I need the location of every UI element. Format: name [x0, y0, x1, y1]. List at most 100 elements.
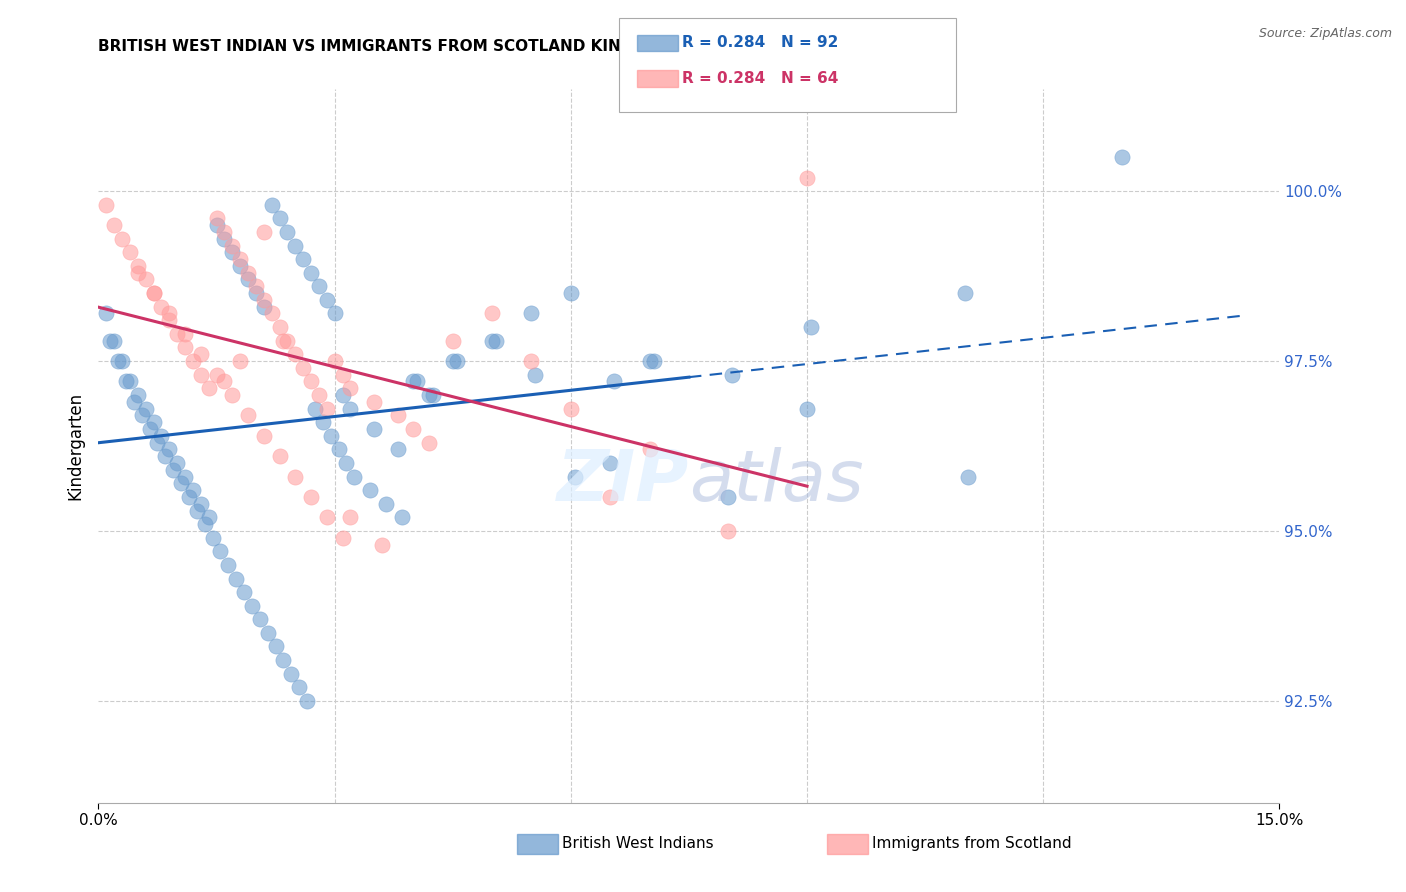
Point [446, 354, 468, 368]
Point [312, 415, 335, 429]
Text: Immigrants from Scotland: Immigrants from Scotland [872, 837, 1071, 851]
Point [162, 463, 184, 477]
Point [520, 306, 543, 320]
Point [142, 415, 165, 429]
Y-axis label: Kindergarten: Kindergarten [66, 392, 84, 500]
Point [115, 375, 138, 389]
Point [96, 306, 118, 320]
Point [800, 320, 823, 334]
Point [127, 388, 149, 402]
Point [387, 409, 409, 423]
Point [481, 306, 503, 320]
Point [332, 388, 354, 402]
Point [520, 354, 543, 368]
Point [214, 232, 236, 246]
Point [225, 572, 247, 586]
Point [299, 490, 322, 504]
Point [209, 544, 232, 558]
Point [273, 653, 295, 667]
Point [308, 279, 330, 293]
Point [205, 218, 228, 232]
Point [253, 225, 276, 239]
Point [796, 170, 818, 185]
Point [276, 225, 298, 239]
Point [599, 490, 621, 504]
Point [288, 680, 311, 694]
Point [146, 435, 169, 450]
Point [643, 354, 665, 368]
Point [190, 347, 212, 361]
Point [280, 666, 302, 681]
Point [315, 510, 337, 524]
Point [170, 476, 193, 491]
Point [406, 375, 429, 389]
Point [127, 259, 149, 273]
Text: ZIP: ZIP [557, 447, 689, 516]
Point [284, 469, 307, 483]
Point [174, 469, 197, 483]
Point [194, 517, 217, 532]
Point [335, 456, 357, 470]
Point [96, 198, 118, 212]
Point [339, 401, 361, 416]
Point [253, 293, 276, 307]
Text: BRITISH WEST INDIAN VS IMMIGRANTS FROM SCOTLAND KINDERGARTEN CORRELATION CHART: BRITISH WEST INDIAN VS IMMIGRANTS FROM S… [98, 38, 912, 54]
Point [638, 442, 661, 457]
Point [186, 503, 208, 517]
Point [564, 469, 586, 483]
Point [273, 334, 295, 348]
Point [323, 354, 346, 368]
Point [402, 422, 425, 436]
Point [371, 537, 394, 551]
Point [796, 401, 818, 416]
Point [103, 218, 125, 232]
Point [221, 238, 243, 252]
Point [221, 388, 243, 402]
Point [205, 368, 228, 382]
Point [418, 435, 440, 450]
Point [253, 300, 276, 314]
Point [190, 368, 212, 382]
Point [299, 375, 322, 389]
Point [221, 245, 243, 260]
Point [240, 599, 263, 613]
Point [205, 211, 228, 226]
Point [717, 490, 740, 504]
Point [269, 449, 291, 463]
Point [157, 306, 180, 320]
Point [233, 585, 256, 599]
Point [214, 375, 236, 389]
Point [174, 341, 197, 355]
Point [295, 694, 318, 708]
Point [111, 354, 134, 368]
Point [157, 442, 180, 457]
Point [339, 381, 361, 395]
Point [118, 245, 141, 260]
Point [332, 531, 354, 545]
Point [299, 266, 322, 280]
Point [253, 429, 276, 443]
Point [236, 272, 259, 286]
Point [245, 279, 267, 293]
Point [264, 640, 287, 654]
Text: British West Indians: British West Indians [562, 837, 714, 851]
Point [957, 469, 980, 483]
Point [323, 306, 346, 320]
Point [284, 238, 307, 252]
Point [131, 409, 153, 423]
Point [308, 388, 330, 402]
Point [214, 225, 236, 239]
Point [155, 449, 177, 463]
Point [284, 347, 307, 361]
Text: R = 0.284   N = 64: R = 0.284 N = 64 [682, 71, 838, 86]
Point [485, 334, 508, 348]
Point [135, 401, 157, 416]
Point [953, 286, 976, 301]
Point [332, 368, 354, 382]
Point [441, 334, 464, 348]
Point [197, 510, 219, 524]
Point [166, 326, 188, 341]
Point [441, 354, 464, 368]
Point [249, 612, 271, 626]
Point [418, 388, 440, 402]
